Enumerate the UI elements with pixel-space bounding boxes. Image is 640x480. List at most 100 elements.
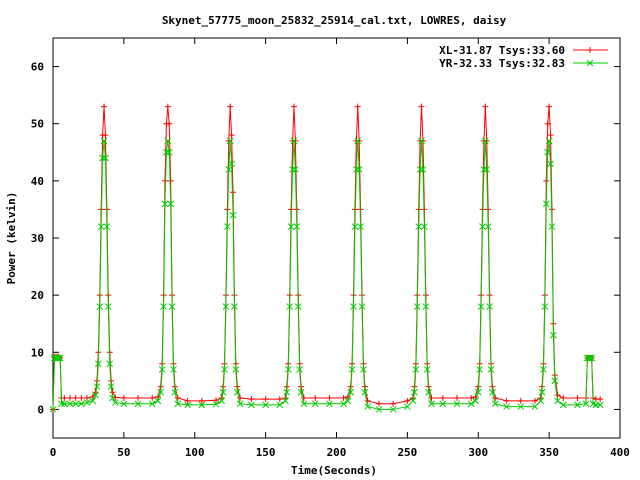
x-tick-label: 200	[327, 446, 347, 459]
data-point	[428, 395, 435, 401]
data-point	[161, 200, 169, 208]
data-point	[439, 400, 447, 408]
data-point	[489, 388, 496, 396]
data-point	[364, 403, 372, 410]
y-tick-label: 50	[31, 118, 44, 131]
data-point	[413, 303, 421, 310]
data-point	[213, 397, 220, 404]
data-point	[157, 388, 165, 396]
data-point	[439, 395, 446, 401]
data-point	[344, 397, 352, 405]
data-point	[541, 303, 549, 310]
data-point	[355, 166, 363, 173]
data-point	[360, 366, 367, 373]
data-point	[352, 166, 360, 173]
data-point	[293, 223, 301, 230]
data-point	[351, 223, 359, 230]
data-point	[149, 395, 156, 401]
data-point	[560, 395, 567, 401]
data-point	[294, 303, 302, 310]
data-point	[222, 303, 230, 310]
plot-frame	[52, 37, 621, 439]
data-point	[546, 103, 553, 110]
data-point	[421, 223, 428, 230]
data-point	[547, 160, 554, 168]
legend-label: YR-32.33 Tsys:32.83	[439, 57, 565, 70]
data-point	[99, 154, 106, 162]
series-yr	[49, 137, 604, 413]
data-point	[574, 395, 581, 401]
data-point	[49, 406, 57, 413]
data-point	[283, 388, 291, 396]
data-point	[229, 211, 237, 219]
data-point	[248, 396, 255, 403]
data-point	[296, 366, 303, 373]
data-point	[326, 400, 333, 408]
data-point	[350, 303, 357, 310]
data-point	[554, 392, 561, 399]
data-point	[167, 200, 175, 208]
data-point	[418, 137, 425, 145]
x-tick-label: 300	[468, 446, 488, 459]
data-point	[97, 223, 105, 230]
data-point	[596, 401, 604, 409]
data-point	[474, 388, 482, 396]
data-point	[236, 400, 244, 408]
data-point	[480, 166, 488, 173]
data-point	[148, 400, 156, 408]
y-tick-label: 0	[37, 403, 44, 416]
data-point	[517, 403, 525, 410]
data-point	[112, 399, 119, 406]
series-line	[52, 106, 601, 410]
data-point	[120, 395, 127, 401]
data-point	[78, 395, 85, 401]
data-point	[232, 366, 240, 373]
data-point	[479, 223, 486, 230]
data-point	[284, 366, 292, 373]
data-point	[166, 120, 173, 127]
data-point	[93, 383, 101, 390]
data-point	[58, 400, 65, 408]
data-point	[300, 400, 308, 408]
data-point	[419, 166, 427, 173]
chart-title: Skynet_57775_moon_25832_25914_cal.txt, L…	[162, 14, 507, 27]
y-tick-label: 10	[31, 346, 44, 359]
data-point	[167, 177, 174, 184]
data-point	[354, 137, 362, 145]
y-tick-label: 40	[31, 175, 44, 188]
data-point	[503, 403, 510, 410]
data-point	[290, 103, 297, 110]
data-point	[237, 395, 244, 401]
data-point	[102, 132, 109, 139]
series-xl	[50, 103, 604, 413]
data-point	[550, 331, 557, 339]
data-point	[289, 166, 296, 173]
data-point	[89, 397, 97, 405]
data-point	[486, 303, 493, 310]
data-point	[164, 103, 171, 110]
x-axis-label: Time(Seconds)	[291, 464, 377, 477]
y-axis-label: Power (kelvin)	[5, 192, 18, 285]
legend-swatch-marker	[586, 59, 594, 67]
data-point	[67, 395, 74, 401]
data-point	[472, 397, 479, 405]
data-point	[312, 395, 319, 401]
y-tick-label: 30	[31, 232, 44, 245]
data-point	[168, 303, 176, 310]
data-point	[544, 148, 552, 156]
data-point	[585, 354, 593, 362]
data-point	[104, 303, 112, 310]
data-point	[425, 388, 432, 396]
y-tick-label: 20	[31, 289, 44, 302]
data-point	[230, 189, 237, 196]
data-point	[184, 401, 192, 409]
data-point	[198, 397, 205, 404]
data-point	[588, 354, 596, 362]
data-point	[135, 395, 142, 401]
data-point	[225, 166, 233, 173]
data-point	[226, 137, 234, 145]
data-point	[61, 395, 68, 401]
data-point	[72, 400, 80, 408]
series-layer	[49, 103, 604, 413]
